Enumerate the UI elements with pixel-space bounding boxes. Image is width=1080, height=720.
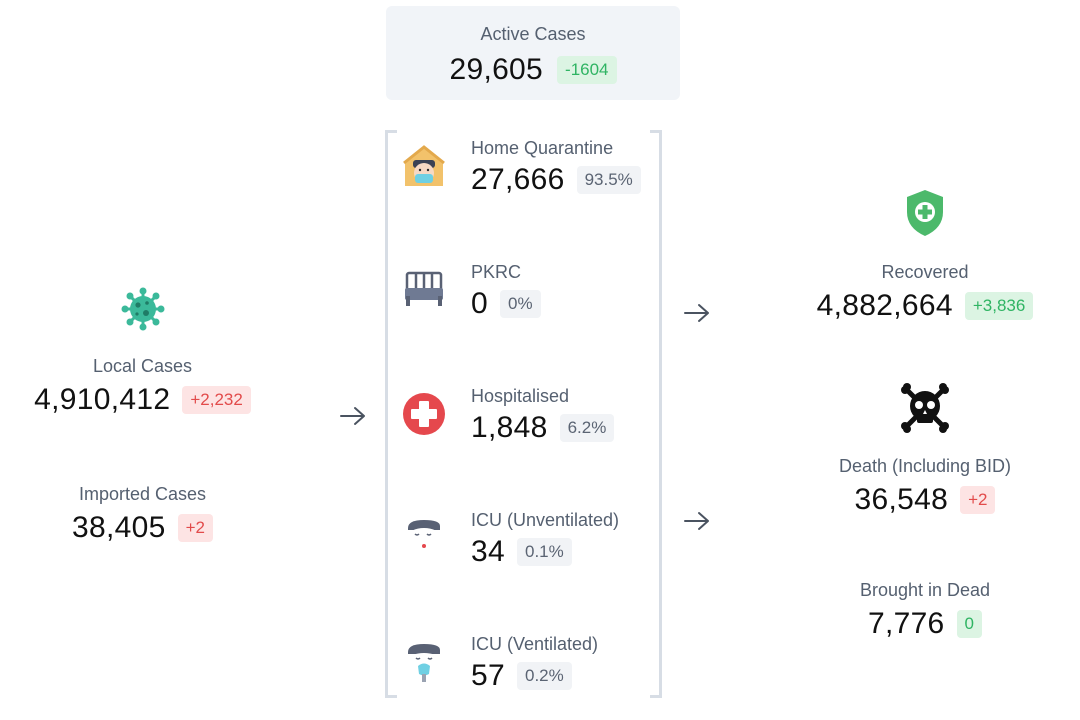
recovered-change-badge: +3,836 xyxy=(964,292,1034,320)
death-label: Death (Including BID) xyxy=(838,456,1012,476)
brought-in-dead-block: Brought in Dead 7,776 0 xyxy=(795,580,1055,641)
virus-icon xyxy=(121,287,164,331)
icu-unventilated-percent-badge: 0.1% xyxy=(516,538,572,566)
active-cases-value: 29,605 xyxy=(449,53,544,86)
death-change-badge: +2 xyxy=(960,486,996,514)
home-quarantine-label: Home Quarantine xyxy=(471,138,614,158)
imported-cases-block: Imported Cases 38,405 +2 xyxy=(20,484,265,545)
recovered-block: Recovered 4,882,664 +3,836 xyxy=(795,188,1055,323)
breakdown-item-icu-ventilated: ICU (Ventilated) 57 0.2% xyxy=(402,634,657,704)
breakdown-item-hospitalised: Hospitalised 1,848 6.2% xyxy=(402,386,657,456)
ventilated-patient-icon xyxy=(408,644,440,682)
breakdown-item-icu-unventilated: ICU (Unventilated) 34 0.1% xyxy=(402,510,657,580)
icu-ventilated-value: 57 xyxy=(471,659,505,692)
death-value: 36,548 xyxy=(854,483,949,516)
pkrc-label: PKRC xyxy=(471,262,522,282)
arrow-right-icon xyxy=(684,512,709,530)
bed-icon xyxy=(405,271,443,306)
hospitalised-label: Hospitalised xyxy=(471,386,570,406)
pkrc-percent-badge: 0% xyxy=(500,290,541,318)
active-cases-change-badge: -1604 xyxy=(557,56,617,84)
brought-in-dead-change-badge: 0 xyxy=(956,610,983,638)
icu-ventilated-percent-badge: 0.2% xyxy=(516,662,572,690)
imported-cases-label: Imported Cases xyxy=(78,484,207,504)
local-cases-label: Local Cases xyxy=(92,356,193,376)
icu-unventilated-label: ICU (Unventilated) xyxy=(471,510,620,530)
imported-cases-change-badge: +2 xyxy=(177,514,213,542)
breakdown-bracket-left xyxy=(385,130,397,698)
shield-plus-icon xyxy=(907,190,943,236)
local-cases-value: 4,910,412 xyxy=(34,383,171,416)
death-block: Death (Including BID) 36,548 +2 xyxy=(795,382,1055,517)
icu-unventilated-value: 34 xyxy=(471,535,505,568)
brought-in-dead-value: 7,776 xyxy=(867,607,945,640)
recovered-label: Recovered xyxy=(881,262,969,282)
breakdown-bracket-right xyxy=(650,130,662,698)
skull-crossbones-icon xyxy=(901,383,949,433)
breakdown-item-home-quarantine: Home Quarantine 27,666 93.5% xyxy=(402,138,657,208)
arrow-right-icon xyxy=(340,407,365,425)
arrow-right-icon xyxy=(684,304,709,322)
active-cases-card: Active Cases 29,605 -1604 xyxy=(386,6,680,100)
active-cases-label: Active Cases xyxy=(480,24,586,44)
pkrc-value: 0 xyxy=(471,287,488,320)
medical-cross-icon xyxy=(403,393,445,435)
patient-icon xyxy=(408,520,440,548)
hospitalised-percent-badge: 6.2% xyxy=(559,414,615,442)
local-cases-block: Local Cases 4,910,412 +2,232 xyxy=(20,286,265,417)
local-cases-change-badge: +2,232 xyxy=(182,386,251,414)
recovered-value: 4,882,664 xyxy=(816,289,953,322)
home-quarantine-percent-badge: 93.5% xyxy=(576,166,641,194)
home-quarantine-value: 27,666 xyxy=(471,163,565,196)
imported-cases-value: 38,405 xyxy=(72,511,166,544)
house-mask-icon xyxy=(403,145,445,186)
brought-in-dead-label: Brought in Dead xyxy=(859,580,991,600)
hospitalised-value: 1,848 xyxy=(471,411,548,444)
icu-ventilated-label: ICU (Ventilated) xyxy=(471,634,599,654)
breakdown-item-pkrc: PKRC 0 0% xyxy=(402,262,657,332)
